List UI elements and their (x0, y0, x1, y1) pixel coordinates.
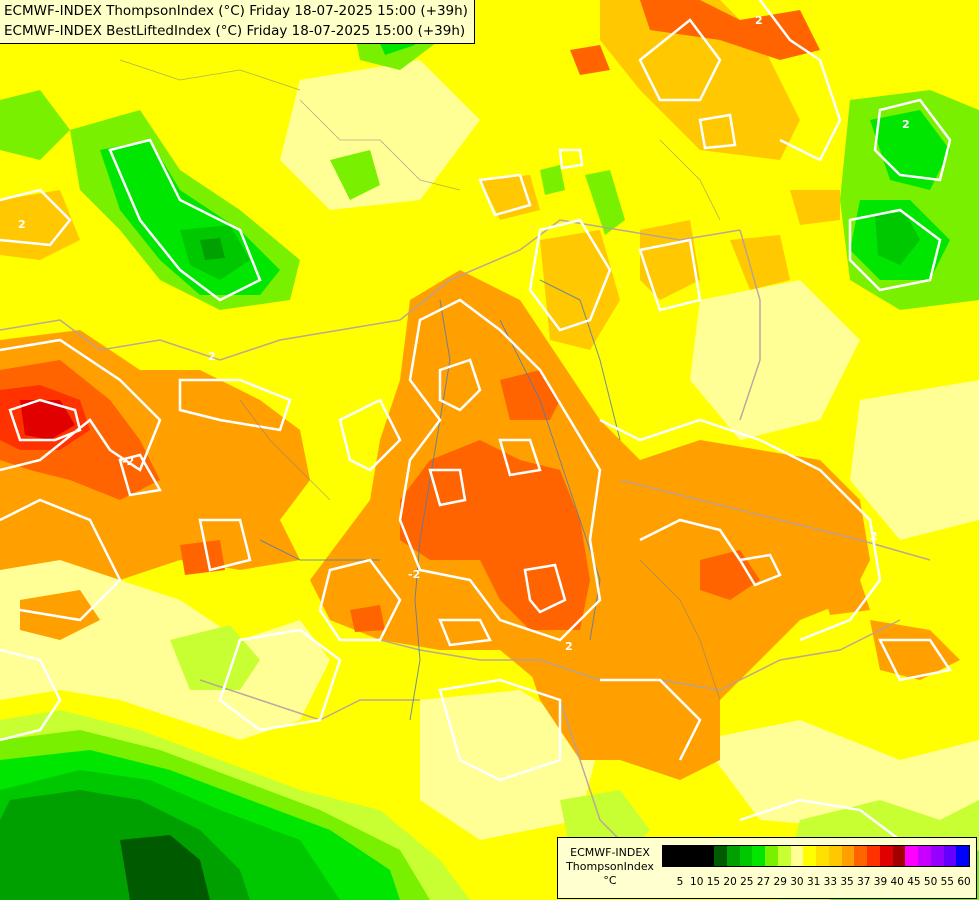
legend-swatch (918, 846, 931, 866)
legend-tick-label: 30 (790, 876, 804, 888)
legend-tick-label: 27 (756, 876, 771, 888)
legend-tick-label: 60 (957, 876, 971, 888)
contour-label: 2 (208, 350, 216, 363)
legend-swatch (816, 846, 829, 866)
legend-tick-label: 45 (907, 876, 921, 888)
admin-lines (119, 59, 721, 701)
legend-swatches (662, 845, 970, 867)
legend-swatch (663, 846, 676, 866)
legend-swatch (867, 846, 880, 866)
legend-label: ECMWF-INDEX ThompsonIndex °C (558, 846, 662, 888)
legend-tick-label: 20 (723, 876, 737, 888)
legend-swatch (726, 846, 740, 866)
contour-label: -2 (408, 568, 421, 581)
legend-parameter: ThompsonIndex (566, 860, 654, 873)
contour-label: 2 (755, 14, 763, 27)
contour-label: 2 (870, 530, 878, 543)
legend-swatch (777, 846, 791, 866)
legend-tick-label: 33 (823, 876, 838, 888)
legend-tick-label: 35 (840, 876, 854, 888)
legend-tick-label: 15 (706, 876, 721, 888)
legend-swatch (688, 846, 702, 866)
legend-swatch (790, 846, 804, 866)
legend-swatch (765, 846, 778, 866)
legend-tick-label: 5 (676, 876, 684, 888)
legend-tick-label: 40 (890, 876, 904, 888)
legend-swatch (930, 846, 944, 866)
title-best-lifted-index: ECMWF-INDEX BestLiftedIndex (°C) Friday … (4, 23, 466, 39)
legend-model: ECMWF-INDEX (570, 846, 650, 859)
legend-swatch (701, 846, 714, 866)
legend-swatch (841, 846, 855, 866)
legend-swatch (879, 846, 893, 866)
contour-label: 2 (18, 218, 26, 231)
legend-swatch (956, 846, 969, 866)
legend-tick-label: 37 (857, 876, 871, 888)
contour-label: -2 (122, 455, 135, 468)
legend-tick-label: 10 (690, 876, 704, 888)
title-thompson-index: ECMWF-INDEX ThompsonIndex (°C) Friday 18… (4, 3, 468, 19)
lifted-index-contours (0, 0, 953, 841)
contour-label: 2 (902, 118, 910, 131)
legend-swatch (905, 846, 918, 866)
legend-tick-label: 29 (773, 876, 787, 888)
legend-swatch (803, 846, 816, 866)
legend-tick-label: 50 (923, 876, 938, 888)
legend-tick-label: 31 (806, 876, 821, 888)
legend-tick-label: 39 (873, 876, 888, 888)
legend-swatch (739, 846, 753, 866)
legend-swatch (892, 846, 906, 866)
legend-unit: °C (603, 874, 617, 887)
color-legend: ECMWF-INDEX ThompsonIndex °C 5 10 15 20 25 27… (557, 837, 977, 899)
contour-label: 2 (565, 640, 573, 653)
map-title-box: ECMWF-INDEX ThompsonIndex (°C) Friday 18… (0, 0, 475, 44)
red-orange-areas (0, 0, 820, 632)
legend-swatch (854, 846, 867, 866)
legend-swatch (828, 846, 842, 866)
legend-swatch (752, 846, 765, 866)
legend-swatch (714, 846, 727, 866)
legend-swatch (943, 846, 957, 866)
legend-tick-label: 55 (940, 876, 954, 888)
legend-tick-label: 25 (740, 876, 754, 888)
legend-swatch (675, 846, 689, 866)
orange-areas (0, 270, 960, 780)
